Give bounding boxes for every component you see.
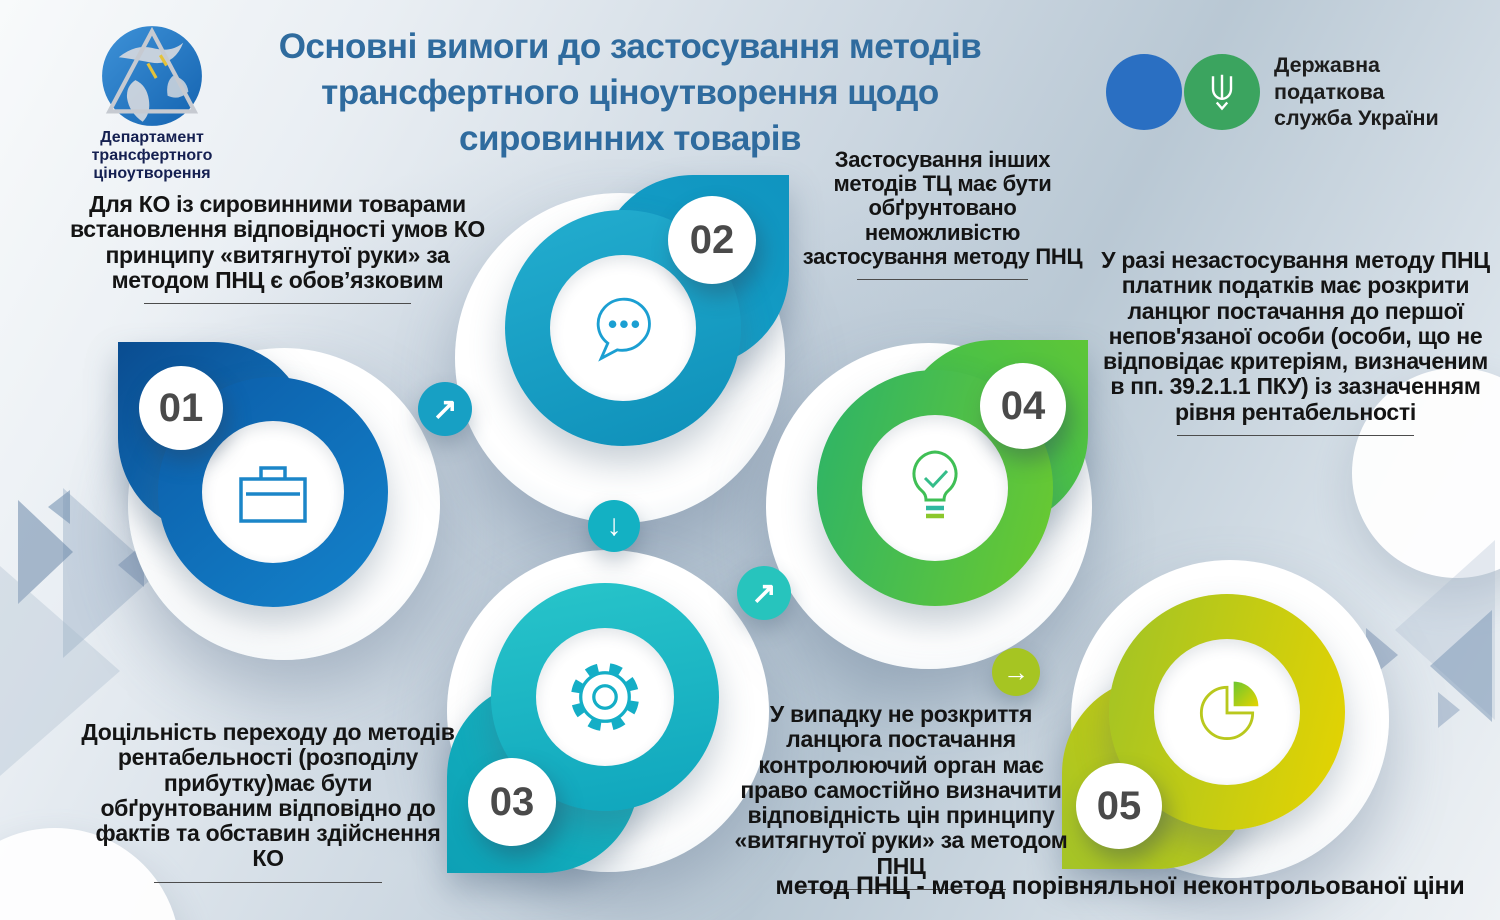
tax-line-3: служба України xyxy=(1274,106,1439,131)
step2-icon-circle xyxy=(550,255,696,401)
chat-bubble-icon xyxy=(596,297,651,362)
step4-text: У разі незастосування методу ПНЦ платник… xyxy=(1101,247,1490,425)
step2-number-badge: 02 xyxy=(668,196,756,284)
dept-line-2: трансфертного xyxy=(91,146,213,164)
title-line-1: Основні вимоги до застосування методів xyxy=(278,27,982,66)
tax-logo-trident-circle xyxy=(1184,54,1260,130)
step1-number-badge: 01 xyxy=(139,366,223,450)
step1-icon-circle xyxy=(202,421,344,563)
tax-line-1: Державна xyxy=(1274,53,1381,77)
step5-number-badge: 05 xyxy=(1076,763,1162,849)
tax-service-name: Державна податкова служба України xyxy=(1274,52,1484,132)
decor-triangle-right-4 xyxy=(1438,692,1460,728)
arrow-right-icon: → xyxy=(1003,656,1029,687)
page-title: Основні вимоги до застосування методів т… xyxy=(215,24,1045,163)
step3-text: Доцільність переходу до методів рентабел… xyxy=(81,719,455,872)
step3-icon-circle xyxy=(536,628,674,766)
step1-text-block: Для КО із сировинними товарами встановле… xyxy=(55,191,500,305)
connector-arrow-down: ↓ xyxy=(588,500,640,552)
department-logo: Департамент трансфертного ціноутворення xyxy=(62,24,242,183)
briefcase-icon xyxy=(239,466,307,523)
step5-icon-circle xyxy=(1154,639,1300,785)
step4-icon-circle xyxy=(862,415,1008,561)
step2-text: Застосування інших методів ТЦ має бути о… xyxy=(802,147,1083,269)
pie-chart-icon xyxy=(1199,681,1259,740)
lightbulb-check-icon xyxy=(912,450,958,519)
dept-line-1: Департамент xyxy=(100,129,204,146)
step2-number: 02 xyxy=(689,217,735,262)
step3-number-badge: 03 xyxy=(468,758,556,846)
gear-icon xyxy=(570,662,640,732)
step3-ring xyxy=(491,583,719,811)
connector-arrow-up-right-2: ↗ xyxy=(737,566,791,620)
step3-underline xyxy=(154,881,382,883)
step5-number: 05 xyxy=(1096,783,1142,828)
globe-triangle-logo-icon xyxy=(102,26,202,126)
connector-arrow-right: → xyxy=(992,648,1040,696)
decor-triangle-left-3 xyxy=(48,490,70,524)
step5-underline xyxy=(796,889,1006,891)
arrow-up-right-icon: ↗ xyxy=(432,392,458,426)
step4-text-block: У разі незастосування методу ПНЦ платник… xyxy=(1098,247,1493,437)
step5-text: У випадку не розкриття ланцюга постачанн… xyxy=(734,701,1068,879)
tax-logo-blue-circle xyxy=(1106,54,1182,130)
step1-underline xyxy=(144,303,411,305)
step5-text-block: У випадку не розкриття ланцюга постачанн… xyxy=(726,701,1076,891)
trident-icon xyxy=(1211,74,1233,111)
connector-arrow-up-right-1: ↗ xyxy=(418,382,472,436)
step1-number: 01 xyxy=(158,385,204,430)
step2-text-block: Застосування інших методів ТЦ має бути о… xyxy=(800,147,1085,280)
title-line-3: сировинних товарів xyxy=(459,119,801,159)
step2-underline xyxy=(857,278,1028,280)
step3-number: 03 xyxy=(489,779,535,824)
step5-ring xyxy=(1109,594,1345,830)
step1-text: Для КО із сировинними товарами встановле… xyxy=(69,191,486,293)
step4-underline xyxy=(1177,435,1414,437)
arrow-up-right-icon: ↗ xyxy=(751,576,777,610)
step3-text-block: Доцільність переходу до методів рентабел… xyxy=(78,719,458,883)
dept-line-3: ціноутворення xyxy=(93,164,211,182)
decor-triangle-left-5 xyxy=(0,566,120,776)
title-line-2: трансфертного ціноутворення щодо xyxy=(321,73,939,113)
step4-number: 04 xyxy=(1000,383,1046,428)
tax-line-2: податкова xyxy=(1274,79,1385,104)
department-logo-label: Департамент трансфертного ціноутворення xyxy=(62,129,242,183)
arrow-down-icon: ↓ xyxy=(606,509,622,542)
step4-number-badge: 04 xyxy=(980,363,1066,449)
footnote: метод ПНЦ - метод порівняльної неконтрол… xyxy=(775,872,1465,900)
